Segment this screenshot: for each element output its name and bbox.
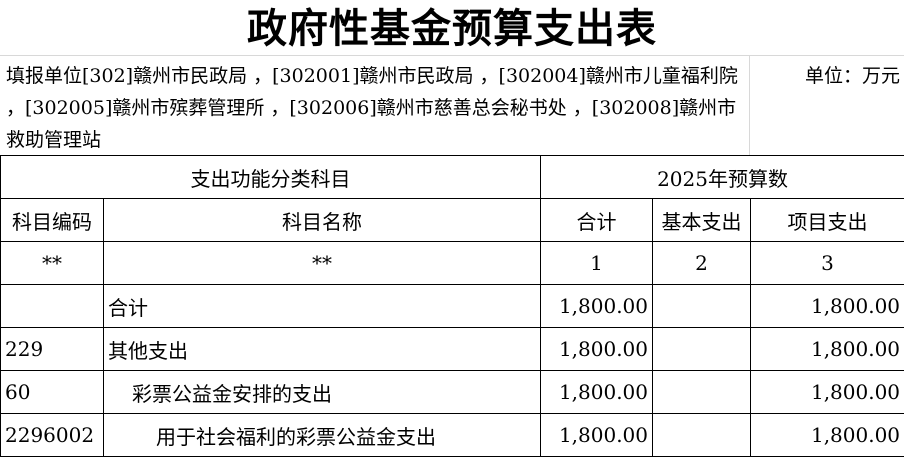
- index-cell: 3: [749, 241, 904, 285]
- header-name: 科目名称: [103, 198, 541, 242]
- cell-total: 1,800.00: [540, 284, 653, 328]
- index-cell: 1: [540, 241, 653, 285]
- cell-code: 229: [0, 327, 104, 371]
- cell-name: 合计: [103, 284, 541, 328]
- header-row-2: 科目编码 科目名称 合计 基本支出 项目支出: [0, 198, 904, 242]
- header-code: 科目编码: [0, 198, 104, 242]
- header-function-class: 支出功能分类科目: [0, 155, 541, 199]
- cell-name: 彩票公益金安排的支出: [103, 370, 541, 414]
- cell-project: 1,800.00: [749, 327, 904, 371]
- table-row: 2296002 用于社会福利的彩票公益金支出 1,800.00 1,800.00: [0, 413, 904, 457]
- table-row: 229 其他支出 1,800.00 1,800.00: [0, 327, 904, 371]
- table-row: 60 彩票公益金安排的支出 1,800.00 1,800.00: [0, 370, 904, 414]
- cell-name: 用于社会福利的彩票公益金支出: [103, 413, 541, 457]
- index-row: ** ** 1 2 3: [0, 241, 904, 285]
- header-row-1: 支出功能分类科目 2025年预算数: [0, 155, 904, 199]
- cell-project: 1,800.00: [749, 284, 904, 328]
- page-title: 政府性基金预算支出表: [247, 5, 657, 52]
- index-cell: **: [0, 241, 104, 285]
- header-project: 项目支出: [749, 198, 904, 242]
- header-budget-2025: 2025年预算数: [539, 155, 904, 199]
- unit-label: 单位：万元: [750, 55, 904, 155]
- cell-code: [0, 284, 104, 328]
- table-row: 合计 1,800.00 1,800.00: [0, 284, 904, 328]
- cell-total: 1,800.00: [540, 370, 653, 414]
- cell-basic: [652, 413, 751, 457]
- cell-project: 1,800.00: [749, 413, 904, 457]
- header-total: 合计: [540, 198, 653, 242]
- cell-code: 60: [0, 370, 104, 414]
- cell-project: 1,800.00: [749, 370, 904, 414]
- cell-name: 其他支出: [103, 327, 541, 371]
- cell-basic: [652, 327, 751, 371]
- cell-code: 2296002: [0, 413, 104, 457]
- cell-basic: [652, 370, 751, 414]
- index-cell: 2: [652, 241, 751, 285]
- cell-total: 1,800.00: [540, 413, 653, 457]
- reporting-units: 填报单位[302]赣州市民政局 ，[302001]赣州市民政局 ，[302004…: [0, 55, 750, 155]
- cell-basic: [652, 284, 751, 328]
- cell-total: 1,800.00: [540, 327, 653, 371]
- budget-table: 支出功能分类科目 2025年预算数 科目编码 科目名称 合计 基本支出 项目支出…: [0, 155, 904, 457]
- index-cell: **: [103, 241, 541, 285]
- header-basic: 基本支出: [652, 198, 751, 242]
